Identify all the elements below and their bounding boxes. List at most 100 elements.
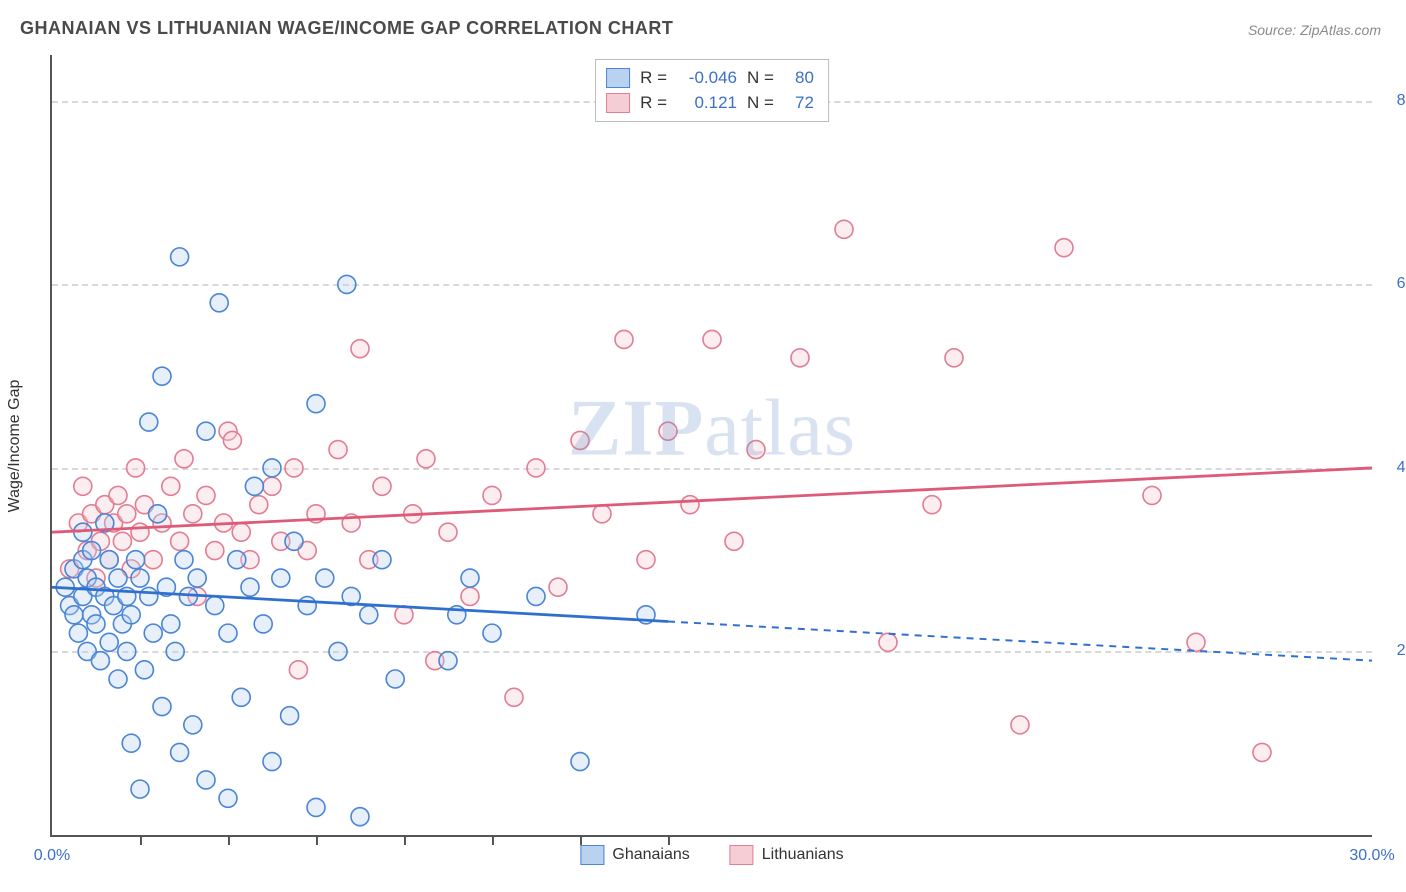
r-value-ghanaians: -0.046 — [677, 66, 737, 91]
scatter-point — [351, 808, 369, 826]
scatter-point — [281, 707, 299, 725]
x-tick — [580, 835, 582, 845]
scatter-point — [263, 477, 281, 495]
scatter-point — [122, 606, 140, 624]
scatter-point — [65, 606, 83, 624]
scatter-point — [254, 615, 272, 633]
scatter-point — [483, 486, 501, 504]
scatter-point — [945, 349, 963, 367]
r-label: R = — [640, 66, 667, 91]
scatter-point — [144, 551, 162, 569]
scatter-point — [140, 413, 158, 431]
scatter-point — [351, 340, 369, 358]
scatter-point — [263, 459, 281, 477]
scatter-point — [162, 615, 180, 633]
scatter-point — [245, 477, 263, 495]
scatter-point — [206, 542, 224, 560]
scatter-point — [263, 753, 281, 771]
scatter-point — [615, 330, 633, 348]
scatter-point — [197, 771, 215, 789]
scatter-point — [298, 597, 316, 615]
chart-title: GHANAIAN VS LITHUANIAN WAGE/INCOME GAP C… — [20, 18, 673, 39]
scatter-point — [74, 477, 92, 495]
swatch-pink-icon — [606, 93, 630, 113]
scatter-point — [483, 624, 501, 642]
x-axis-min-label: 0.0% — [34, 847, 70, 865]
scatter-point — [307, 798, 325, 816]
scatter-point — [188, 569, 206, 587]
scatter-point — [703, 330, 721, 348]
scatter-point — [69, 624, 87, 642]
scatter-point — [373, 477, 391, 495]
scatter-point — [197, 486, 215, 504]
scatter-point — [171, 248, 189, 266]
scatter-point — [329, 441, 347, 459]
scatter-point — [307, 395, 325, 413]
legend: Ghanaians Lithuanians — [580, 845, 843, 865]
scatter-point — [316, 569, 334, 587]
scatter-point — [1143, 486, 1161, 504]
scatter-point — [461, 587, 479, 605]
scatter-point — [118, 642, 136, 660]
scatter-point — [171, 532, 189, 550]
scatter-point — [571, 431, 589, 449]
scatter-point — [439, 523, 457, 541]
legend-label: Ghanaians — [612, 846, 689, 864]
scatter-point — [232, 688, 250, 706]
x-tick — [404, 835, 406, 845]
scatter-point — [109, 670, 127, 688]
r-label: R = — [640, 91, 667, 116]
scatter-point — [171, 743, 189, 761]
scatter-point — [144, 624, 162, 642]
scatter-point — [329, 642, 347, 660]
scatter-point — [113, 532, 131, 550]
scatter-point — [175, 551, 193, 569]
n-label: N = — [747, 66, 774, 91]
scatter-point — [791, 349, 809, 367]
scatter-point — [1011, 716, 1029, 734]
scatter-point — [153, 367, 171, 385]
scatter-point — [272, 569, 290, 587]
scatter-point — [228, 551, 246, 569]
scatter-point — [109, 569, 127, 587]
scatter-point — [127, 551, 145, 569]
source-attribution: Source: ZipAtlas.com — [1248, 22, 1381, 38]
scatter-point — [241, 578, 259, 596]
scatter-point — [219, 624, 237, 642]
scatter-point — [879, 633, 897, 651]
scatter-point — [250, 496, 268, 514]
scatter-point — [118, 505, 136, 523]
swatch-blue-icon — [606, 68, 630, 88]
scatter-point — [131, 569, 149, 587]
x-tick — [316, 835, 318, 845]
scatter-point — [505, 688, 523, 706]
correlation-stats-box: R = -0.046 N = 80 R = 0.121 N = 72 — [595, 59, 829, 122]
legend-label: Lithuanians — [762, 846, 844, 864]
scatter-point — [127, 459, 145, 477]
scatter-point — [140, 587, 158, 605]
y-tick-label: 40.0% — [1382, 459, 1406, 477]
scatter-point — [461, 569, 479, 587]
n-label: N = — [747, 91, 774, 116]
scatter-point — [153, 698, 171, 716]
scatter-point — [122, 734, 140, 752]
scatter-point — [417, 450, 435, 468]
scatter-point — [100, 551, 118, 569]
scatter-point — [149, 505, 167, 523]
r-value-lithuanians: 0.121 — [677, 91, 737, 116]
x-axis-max-label: 30.0% — [1349, 847, 1394, 865]
scatter-point — [223, 431, 241, 449]
y-axis-label: Wage/Income Gap — [6, 380, 24, 513]
stats-row-ghanaians: R = -0.046 N = 80 — [606, 66, 814, 91]
scatter-point — [360, 606, 378, 624]
scatter-point — [527, 587, 545, 605]
scatter-point — [162, 477, 180, 495]
scatter-point — [338, 275, 356, 293]
scatter-point — [91, 652, 109, 670]
scatter-point — [549, 578, 567, 596]
scatter-point — [571, 753, 589, 771]
swatch-pink-icon — [730, 845, 754, 865]
scatter-point — [87, 615, 105, 633]
y-tick-label: 80.0% — [1382, 92, 1406, 110]
scatter-point — [219, 789, 237, 807]
